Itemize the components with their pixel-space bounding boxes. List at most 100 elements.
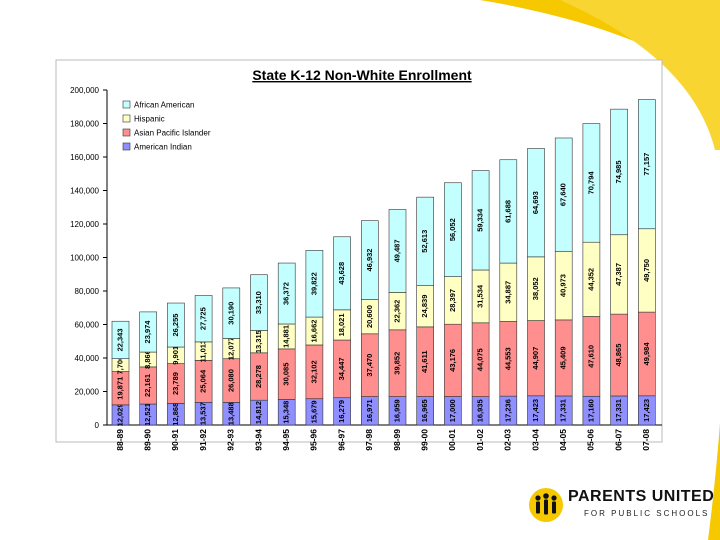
- bar-segment: [360, 220, 379, 300]
- data-label: 20,600: [365, 305, 374, 328]
- data-label: 46,932: [365, 249, 374, 272]
- parents-united-logo: PARENTS UNITED FOR PUBLIC SCHOOLS: [528, 487, 714, 527]
- data-label: 19,871: [115, 377, 124, 400]
- data-label: 16,935: [476, 399, 485, 422]
- data-label: 49,487: [392, 239, 401, 262]
- data-label: 41,611: [420, 350, 429, 373]
- logo-name: PARENTS UNITED: [568, 488, 715, 505]
- data-label: 36,372: [282, 282, 291, 305]
- data-label: 7,706: [115, 356, 124, 375]
- bar-segment: [499, 159, 518, 264]
- data-label: 13,537: [199, 402, 208, 425]
- y-tick-label: 120,000: [70, 220, 99, 229]
- legend-swatch: [122, 142, 131, 151]
- data-label: 17,236: [503, 399, 512, 422]
- data-label: 11,013: [199, 340, 208, 363]
- data-label: 52,613: [420, 230, 429, 253]
- data-label: 59,334: [476, 208, 485, 232]
- data-label: 23,789: [171, 372, 180, 395]
- data-label: 16,965: [420, 399, 429, 422]
- data-label: 30,085: [282, 363, 291, 386]
- data-label: 14,881: [282, 325, 291, 348]
- data-label: 27,725: [199, 307, 208, 330]
- data-label: 18,021: [337, 313, 346, 336]
- bar-segment: [167, 302, 185, 348]
- x-tick-label: 89-90: [142, 429, 152, 451]
- data-label: 40,973: [559, 274, 568, 297]
- data-label: 77,157: [642, 153, 651, 176]
- legend-label: Hispanic: [134, 115, 165, 124]
- data-label: 44,352: [586, 268, 595, 291]
- x-tick-label: 02-03: [503, 429, 513, 451]
- data-label: 22,362: [392, 300, 401, 323]
- bar-segment: [222, 287, 241, 339]
- data-label: 28,278: [254, 365, 263, 388]
- data-label: 16,279: [337, 400, 346, 423]
- bar-segment: [305, 250, 324, 318]
- data-label: 23,974: [143, 320, 152, 344]
- data-label: 33,310: [254, 291, 263, 314]
- legend-swatch: [122, 128, 131, 137]
- data-label: 16,959: [392, 399, 401, 422]
- data-label: 25,064: [199, 369, 208, 393]
- data-label: 39,852: [392, 352, 401, 375]
- data-label: 34,887: [503, 281, 512, 304]
- data-label: 17,160: [586, 399, 595, 422]
- x-tick-label: 90-91: [170, 429, 180, 451]
- data-label: 12,521: [143, 403, 152, 426]
- legend-label: American Indian: [134, 143, 192, 152]
- data-label: 12,077: [226, 337, 235, 360]
- data-label: 61,688: [503, 200, 512, 223]
- legend-label: Asian Pacific Islander: [134, 129, 211, 138]
- x-tick-label: 05-06: [586, 429, 596, 451]
- legend-label: African American: [134, 101, 194, 110]
- data-label: 14,812: [254, 401, 263, 424]
- bar-segment: [471, 170, 490, 271]
- data-label: 34,447: [337, 357, 346, 380]
- data-label: 49,750: [642, 259, 651, 282]
- legend-swatch: [122, 100, 131, 109]
- bar-segment: [527, 148, 545, 258]
- data-label: 37,470: [365, 354, 374, 377]
- data-label: 39,822: [309, 272, 318, 295]
- bar-segment: [637, 99, 656, 230]
- bar-segment: [610, 108, 628, 236]
- data-label: 13,488: [226, 402, 235, 425]
- x-tick-label: 95-96: [309, 429, 319, 451]
- bar-segment: [194, 295, 213, 343]
- data-label: 9,901: [171, 346, 180, 365]
- x-tick-label: 99-00: [419, 429, 429, 451]
- data-label: 47,610: [586, 345, 595, 368]
- x-tick-label: 04-05: [558, 429, 568, 451]
- x-tick-label: 88-89: [115, 429, 125, 451]
- logo-tagline: FOR PUBLIC SCHOOLS: [584, 509, 710, 518]
- data-label: 48,865: [614, 344, 623, 367]
- x-tick-label: 97-98: [364, 429, 374, 451]
- data-label: 17,331: [559, 399, 568, 422]
- data-label: 56,052: [448, 218, 457, 241]
- data-label: 45,409: [559, 346, 568, 369]
- x-tick-label: 94-95: [281, 429, 291, 451]
- yellow-swoosh-inner-decoration: [560, 0, 720, 150]
- data-label: 26,255: [171, 314, 180, 337]
- data-label: 44,075: [476, 348, 485, 371]
- bar-segment: [333, 236, 351, 311]
- y-tick-label: 140,000: [70, 187, 99, 196]
- data-label: 24,839: [420, 295, 429, 318]
- x-tick-label: 06-07: [613, 429, 623, 451]
- bar-segment: [388, 209, 407, 293]
- data-label: 28,397: [448, 289, 457, 312]
- data-label: 30,190: [226, 302, 235, 325]
- data-label: 16,662: [309, 320, 318, 343]
- data-label: 17,331: [614, 399, 623, 422]
- data-label: 17,000: [448, 399, 457, 422]
- x-tick-label: 91-92: [198, 429, 208, 451]
- data-label: 47,387: [614, 263, 623, 286]
- data-label: 15,348: [282, 401, 291, 424]
- bar-segment: [582, 123, 601, 243]
- y-tick-label: 40,000: [75, 354, 100, 363]
- data-label: 8,866: [143, 350, 152, 369]
- y-tick-label: 80,000: [75, 287, 100, 296]
